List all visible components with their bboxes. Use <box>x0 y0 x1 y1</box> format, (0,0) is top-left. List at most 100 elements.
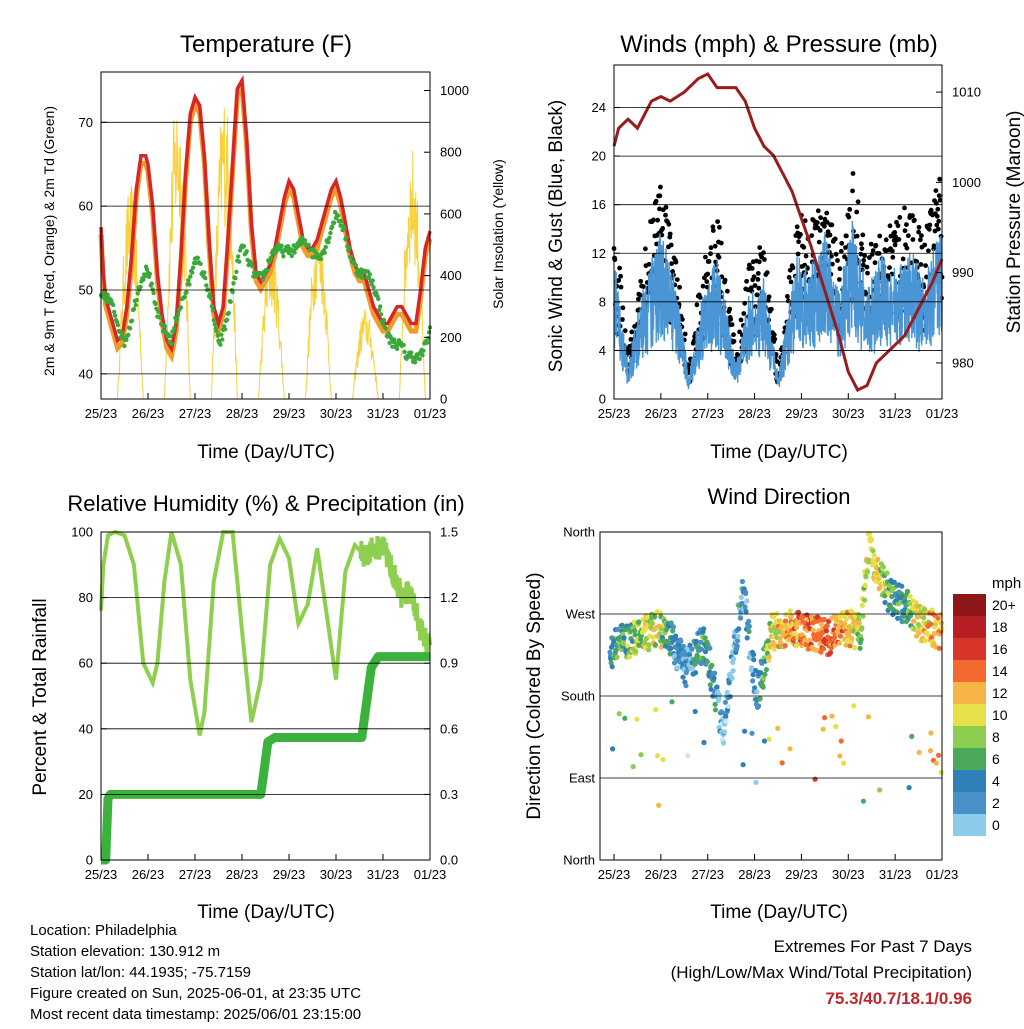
direction-point <box>721 729 727 735</box>
direction-point <box>842 621 848 627</box>
x-tick-label: 01/23 <box>414 406 447 421</box>
gust-point <box>926 248 931 254</box>
gust-point <box>850 188 855 194</box>
gust-point <box>936 218 942 224</box>
dewpoint-point <box>131 306 137 312</box>
dewpoint-point <box>109 298 114 303</box>
y-tick-label: 20 <box>79 787 93 802</box>
x-tick-label: 29/23 <box>273 406 306 421</box>
gust-point <box>829 222 835 228</box>
y-tick-label: 70 <box>79 115 93 130</box>
direction-point <box>857 645 863 651</box>
temperature-xlabel: Time (Day/UTC) <box>197 442 335 463</box>
direction-point <box>899 583 905 589</box>
gust-point <box>755 271 761 276</box>
direction-point <box>750 678 756 684</box>
x-tick-label: 27/23 <box>691 867 724 882</box>
gust-point <box>868 241 874 247</box>
direction-point <box>776 629 782 635</box>
gust-point <box>769 306 774 312</box>
direction-point <box>698 639 704 645</box>
dewpoint-point <box>210 308 216 313</box>
direction-point <box>611 638 617 644</box>
gust-point <box>936 193 942 199</box>
humidity-xlabel: Time (Day/UTC) <box>197 902 335 923</box>
gust-point <box>728 316 734 322</box>
gust-point <box>873 242 879 248</box>
direction-point <box>859 625 865 631</box>
legend-label: 0 <box>992 817 1000 833</box>
direction-point <box>837 753 843 759</box>
direction-point <box>936 752 942 758</box>
dewpoint-point <box>151 290 156 296</box>
gust-point <box>892 230 898 235</box>
gust-point <box>918 262 924 267</box>
gust-point <box>762 257 767 262</box>
legend-swatch <box>953 726 986 748</box>
direction-point <box>723 718 729 724</box>
dewpoint-point <box>190 265 196 270</box>
x-tick-label: 29/23 <box>785 406 818 421</box>
dewpoint-point <box>378 304 383 309</box>
gust-point <box>854 233 860 239</box>
gust-point <box>653 198 659 204</box>
direction-point <box>821 616 827 623</box>
dewpoint-point <box>265 268 270 273</box>
direction-point <box>632 632 638 638</box>
dewpoint-point <box>262 273 267 278</box>
humidity-ylabel-left: Percent & Total Rainfall <box>30 598 51 795</box>
direction-point <box>607 649 613 656</box>
direction-point <box>775 725 781 732</box>
x-tick-label: 28/23 <box>738 406 771 421</box>
dewpoint-point <box>174 317 180 322</box>
direction-point <box>743 590 749 597</box>
x-tick-label: 26/23 <box>132 867 165 882</box>
dewpoint-point <box>387 340 392 346</box>
direction-point <box>698 646 705 652</box>
direction-point <box>766 736 772 742</box>
dewpoint-point <box>381 317 387 323</box>
legend-label: 2 <box>992 795 1000 811</box>
dewpoint-point <box>376 296 381 302</box>
direction-point <box>670 628 676 634</box>
y-tick-label: 1.5 <box>440 525 458 540</box>
direction-point <box>868 537 875 543</box>
legend-label: 20+ <box>992 597 1016 613</box>
direction-point <box>906 785 912 791</box>
gust-point <box>618 273 623 279</box>
dewpoint-point <box>158 315 163 320</box>
temperature-y-ticks-left: 40 50 60 70 <box>79 115 430 381</box>
direction-point <box>641 627 647 634</box>
gust-point <box>663 212 668 218</box>
gust-point <box>674 277 680 282</box>
direction-point <box>614 626 621 633</box>
direction-point <box>847 643 853 649</box>
gust-point <box>755 277 761 282</box>
x-tick-label: 28/23 <box>226 406 259 421</box>
dewpoint-point <box>371 285 376 290</box>
gust-point <box>660 226 666 231</box>
gust-point <box>680 317 685 322</box>
direction-point <box>873 561 879 567</box>
gust-point <box>859 241 864 247</box>
direction-point <box>744 635 750 641</box>
dewpoint-point <box>335 213 341 218</box>
direction-point <box>880 564 886 570</box>
gust-point <box>710 228 716 233</box>
y-tick-label: 1010 <box>952 85 981 100</box>
legend-swatch <box>953 770 986 792</box>
dewpoint-point <box>186 278 191 283</box>
gust-point <box>749 266 755 271</box>
dewpoint-point <box>188 274 193 279</box>
direction-point <box>735 638 741 644</box>
dewpoint-point <box>195 255 200 260</box>
gust-point <box>666 221 672 227</box>
gust-point <box>872 260 878 266</box>
direction-point <box>642 639 648 646</box>
direction-point <box>806 637 813 643</box>
gust-point <box>809 233 815 239</box>
x-tick-label: 27/23 <box>179 867 212 882</box>
direction-point <box>630 764 636 770</box>
dewpoint-point <box>300 235 305 240</box>
dewpoint-point <box>236 254 241 259</box>
